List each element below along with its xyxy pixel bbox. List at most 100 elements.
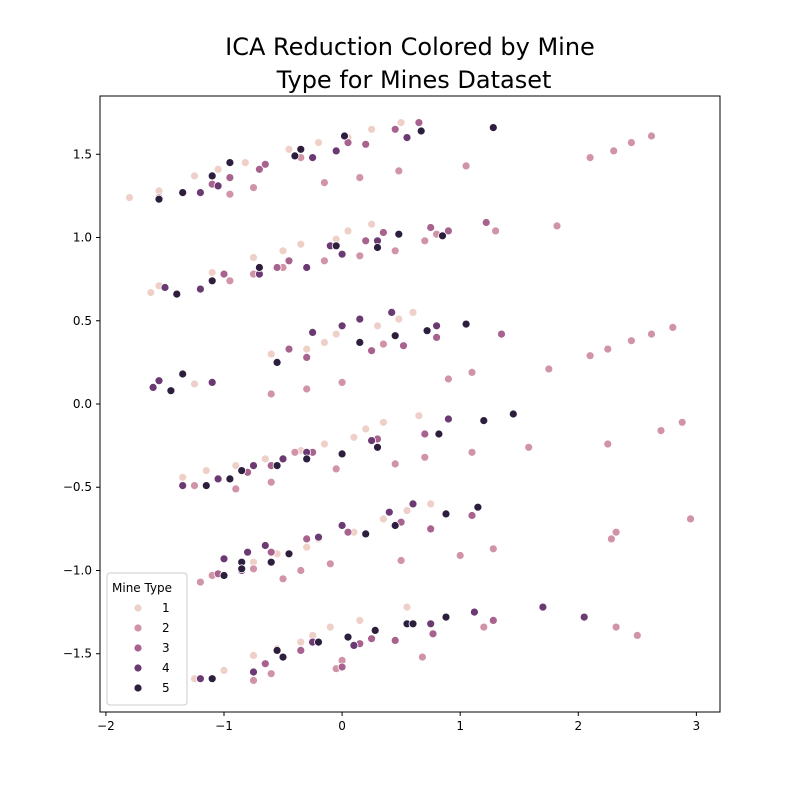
data-point-type-3: [488, 616, 498, 625]
data-point-type-2: [249, 183, 258, 193]
x-axis: −2 −1 0 1 2 3: [97, 712, 700, 733]
data-point-type-3: [367, 346, 377, 356]
data-point-type-4: [213, 474, 223, 484]
data-point-type-1: [249, 651, 258, 660]
data-point-type-4: [249, 461, 258, 471]
data-point-type-5: [178, 369, 188, 379]
data-point-type-2: [195, 577, 205, 587]
data-point-type-2: [491, 226, 501, 236]
data-point-type-2: [296, 566, 306, 575]
data-point-type-5: [331, 241, 341, 251]
data-point-type-2: [355, 173, 365, 183]
data-point-type-4: [402, 133, 412, 143]
data-point-type-4: [154, 376, 164, 386]
data-point-type-5: [314, 637, 323, 647]
data-point-type-2: [319, 256, 329, 266]
data-point-type-1: [414, 411, 424, 421]
data-point-type-4: [331, 146, 341, 156]
data-point-type-3: [260, 659, 270, 669]
data-point-type-4: [278, 454, 288, 464]
data-point-type-4: [426, 619, 436, 629]
data-point-type-4: [443, 414, 453, 424]
data-point-type-4: [207, 377, 217, 387]
data-point-type-5: [461, 319, 471, 329]
data-point-type-1: [302, 542, 312, 552]
data-point-type-5: [373, 442, 382, 452]
data-point-type-5: [473, 502, 483, 512]
legend-marker-3: [133, 643, 143, 653]
y-tick-label: 1.0: [73, 231, 92, 245]
data-point-type-1: [260, 454, 270, 464]
plot-frame: [99, 95, 721, 713]
data-point-type-2: [552, 221, 562, 231]
data-point-type-2: [647, 131, 656, 141]
data-point-type-5: [237, 564, 247, 574]
data-point-type-5: [219, 571, 229, 580]
data-point-type-4: [337, 521, 347, 530]
data-point-type-4: [349, 641, 359, 650]
data-point-type-2: [394, 166, 404, 176]
data-point-type-4: [314, 532, 323, 542]
chart-title-line-1: ICA Reduction Colored by Mine: [225, 33, 595, 61]
data-point-type-4: [148, 382, 158, 392]
data-point-type-5: [178, 188, 188, 198]
y-tick-label: 1.5: [73, 147, 92, 161]
data-point-type-3: [399, 341, 408, 351]
data-point-type-4: [213, 181, 223, 191]
data-point-type-3: [390, 124, 400, 134]
data-point-type-5: [434, 429, 444, 439]
data-point-type-5: [207, 276, 217, 286]
y-tick-label: −1.5: [63, 647, 92, 661]
data-point-type-5: [166, 386, 176, 396]
data-point-type-1: [378, 417, 388, 427]
data-point-type-5: [254, 263, 264, 272]
data-point-type-5: [154, 194, 164, 204]
data-point-type-2: [467, 447, 477, 457]
data-point-type-4: [355, 314, 365, 324]
data-point-type-4: [249, 667, 258, 677]
y-tick-label: 0.5: [73, 314, 92, 328]
data-point-type-3: [284, 256, 294, 266]
data-point-type-3: [260, 159, 270, 169]
data-point-type-1: [201, 466, 211, 476]
data-point-type-5: [296, 144, 306, 154]
data-point-type-1: [178, 472, 188, 482]
data-point-type-1: [190, 379, 199, 389]
data-point-type-1: [402, 506, 412, 516]
data-point-type-2: [325, 559, 335, 569]
x-tick-label: 3: [693, 719, 701, 733]
data-point-type-1: [219, 666, 229, 675]
data-point-type-2: [378, 339, 388, 349]
data-point-type-2: [355, 251, 365, 261]
data-point-type-2: [647, 329, 656, 339]
data-point-type-5: [343, 632, 353, 642]
data-point-type-5: [272, 357, 282, 367]
data-point-type-2: [627, 336, 636, 346]
data-point-type-5: [416, 126, 426, 136]
data-point-type-1: [331, 329, 341, 339]
data-point-type-3: [481, 218, 491, 227]
legend-label-5: 5: [162, 681, 170, 695]
data-point-type-2: [249, 676, 258, 685]
data-point-type-2: [677, 417, 687, 427]
data-point-type-4: [337, 321, 347, 331]
data-point-type-3: [390, 636, 400, 645]
y-tick-label: −0.5: [63, 480, 92, 494]
data-point-type-4: [538, 602, 548, 612]
data-point-type-5: [302, 454, 312, 464]
legend: Mine Type 1 2 3 4 5: [106, 572, 188, 706]
data-point-type-3: [420, 429, 430, 439]
data-point-type-3: [272, 263, 282, 272]
data-point-type-5: [237, 466, 247, 476]
data-point-type-3: [367, 634, 377, 644]
legend-marker-1: [133, 603, 143, 613]
legend-label-1: 1: [162, 601, 170, 615]
data-point-type-4: [260, 541, 270, 550]
data-point-type-3: [254, 164, 264, 174]
data-point-type-3: [284, 344, 294, 354]
data-point-type-1: [314, 138, 323, 148]
data-point-type-2: [278, 574, 288, 584]
data-point-type-2: [668, 322, 678, 332]
data-point-type-4: [432, 321, 442, 331]
